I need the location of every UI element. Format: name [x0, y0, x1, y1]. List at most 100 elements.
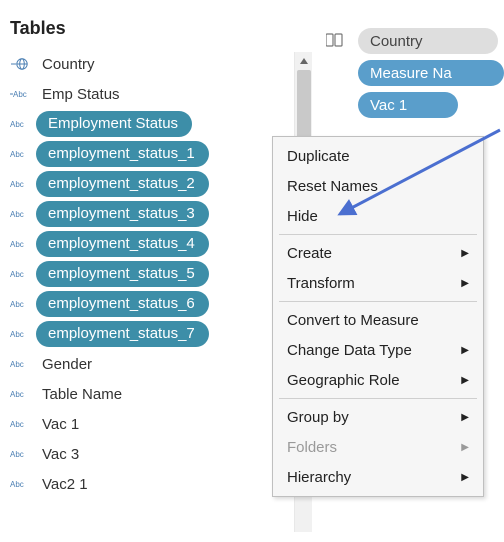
field-label: Emp Status: [36, 86, 120, 103]
menu-item-label: Create: [287, 245, 332, 262]
field-row[interactable]: Abc Employment Status: [8, 109, 300, 139]
menu-item-label: Change Data Type: [287, 342, 412, 359]
abc-alias-icon: Abc: [10, 87, 30, 101]
abc-icon: Abc: [10, 447, 30, 461]
svg-text:Abc: Abc: [10, 210, 24, 219]
tables-heading: Tables: [10, 18, 300, 39]
field-label: Vac 3: [36, 446, 79, 463]
field-row[interactable]: Abc Vac 3: [8, 439, 300, 469]
context-menu: Duplicate Reset Names Hide Create ▶ Transform…: [272, 136, 484, 497]
svg-text:Abc: Abc: [10, 480, 24, 489]
menu-item-geographic-role[interactable]: Geographic Role ▶: [273, 365, 483, 395]
menu-item-hide[interactable]: Hide: [273, 201, 483, 231]
field-row[interactable]: Abc employment_status_7: [8, 319, 300, 349]
menu-item-change-data-type[interactable]: Change Data Type ▶: [273, 335, 483, 365]
abc-icon: Abc: [10, 207, 30, 221]
fields-list: Country Abc Emp Status Abc Employment Status…: [8, 49, 300, 499]
submenu-arrow-icon: ▶: [461, 412, 469, 423]
submenu-arrow-icon: ▶: [461, 345, 469, 356]
field-row[interactable]: Abc Vac2 1: [8, 469, 300, 499]
menu-item-hierarchy[interactable]: Hierarchy ▶: [273, 462, 483, 492]
field-row[interactable]: Country: [8, 49, 300, 79]
menu-separator: [279, 234, 477, 235]
menu-item-group-by[interactable]: Group by ▶: [273, 402, 483, 432]
submenu-arrow-icon: ▶: [461, 375, 469, 386]
field-row[interactable]: Abc employment_status_3: [8, 199, 300, 229]
abc-icon: Abc: [10, 417, 30, 431]
svg-text:Abc: Abc: [10, 240, 24, 249]
abc-icon: Abc: [10, 327, 30, 341]
field-row[interactable]: AbcTable Name: [8, 379, 300, 409]
abc-icon: Abc: [10, 477, 30, 491]
field-pill[interactable]: employment_status_5: [36, 261, 209, 287]
field-row[interactable]: Abc Emp Status: [8, 79, 300, 109]
submenu-arrow-icon: ▶: [461, 442, 469, 453]
menu-item-label: Geographic Role: [287, 372, 400, 389]
shelf-pill-label: Vac 1: [370, 97, 407, 114]
menu-item-label: Duplicate: [287, 148, 350, 165]
menu-separator: [279, 301, 477, 302]
menu-item-label: Group by: [287, 409, 349, 426]
menu-item-duplicate[interactable]: Duplicate: [273, 141, 483, 171]
field-pill[interactable]: employment_status_1: [36, 141, 209, 167]
shelf-pill-label: Country: [370, 33, 423, 50]
field-row[interactable]: Abc employment_status_4: [8, 229, 300, 259]
scroll-thumb[interactable]: [297, 70, 311, 140]
shelf-pill-country[interactable]: Country: [358, 28, 498, 54]
field-label: Vac 1: [36, 416, 79, 433]
field-pill[interactable]: Employment Status: [36, 111, 192, 137]
abc-icon: Abc: [10, 147, 30, 161]
menu-item-convert-to-measure[interactable]: Convert to Measure: [273, 305, 483, 335]
columns-shelf-icon: [326, 32, 344, 51]
svg-text:Abc: Abc: [10, 120, 24, 129]
abc-icon: Abc: [10, 387, 30, 401]
menu-item-label: Folders: [287, 439, 337, 456]
field-row[interactable]: Abc employment_status_2: [8, 169, 300, 199]
data-pane: Tables Country Abc Emp Status Abc Employment…: [0, 0, 300, 499]
field-pill[interactable]: employment_status_6: [36, 291, 209, 317]
svg-text:Abc: Abc: [10, 420, 24, 429]
menu-item-label: Hierarchy: [287, 469, 351, 486]
field-pill[interactable]: employment_status_4: [36, 231, 209, 257]
field-pill[interactable]: employment_status_3: [36, 201, 209, 227]
submenu-arrow-icon: ▶: [461, 472, 469, 483]
svg-text:Abc: Abc: [10, 150, 24, 159]
menu-item-label: Hide: [287, 208, 318, 225]
shelf-pill-label: Measure Na: [370, 65, 452, 82]
field-row[interactable]: Abc Vac 1: [8, 409, 300, 439]
menu-item-create[interactable]: Create ▶: [273, 238, 483, 268]
field-pill[interactable]: employment_status_7: [36, 321, 209, 347]
menu-item-reset-names[interactable]: Reset Names: [273, 171, 483, 201]
svg-text:Abc: Abc: [13, 90, 27, 99]
svg-text:Abc: Abc: [10, 450, 24, 459]
svg-text:Abc: Abc: [10, 360, 24, 369]
menu-item-folders: Folders ▶: [273, 432, 483, 462]
field-row[interactable]: Abc employment_status_6: [8, 289, 300, 319]
menu-item-label: Convert to Measure: [287, 312, 419, 329]
svg-text:Abc: Abc: [10, 270, 24, 279]
svg-text:Abc: Abc: [10, 180, 24, 189]
shelf-pill-measure-names[interactable]: Measure Na: [358, 60, 504, 86]
menu-item-label: Reset Names: [287, 178, 378, 195]
abc-icon: Abc: [10, 117, 30, 131]
menu-item-transform[interactable]: Transform▶: [273, 268, 483, 298]
menu-separator: [279, 398, 477, 399]
scroll-up-button[interactable]: [295, 52, 312, 70]
shelf-pill-vac1[interactable]: Vac 1: [358, 92, 458, 118]
globe-icon: [10, 57, 30, 71]
svg-text:Abc: Abc: [10, 300, 24, 309]
abc-icon: Abc: [10, 357, 30, 371]
field-row[interactable]: Abc employment_status_1: [8, 139, 300, 169]
abc-icon: Abc: [10, 267, 30, 281]
abc-icon: Abc: [10, 177, 30, 191]
submenu-arrow-icon: ▶: [461, 248, 469, 259]
field-label: Vac2 1: [36, 476, 88, 493]
field-label: Country: [36, 56, 95, 73]
svg-text:Abc: Abc: [10, 330, 24, 339]
abc-icon: Abc: [10, 297, 30, 311]
menu-item-label: Transform: [287, 275, 355, 292]
field-row[interactable]: Abc employment_status_5: [8, 259, 300, 289]
svg-text:Abc: Abc: [10, 390, 24, 399]
field-pill[interactable]: employment_status_2: [36, 171, 209, 197]
field-row[interactable]: AbcGender: [8, 349, 300, 379]
